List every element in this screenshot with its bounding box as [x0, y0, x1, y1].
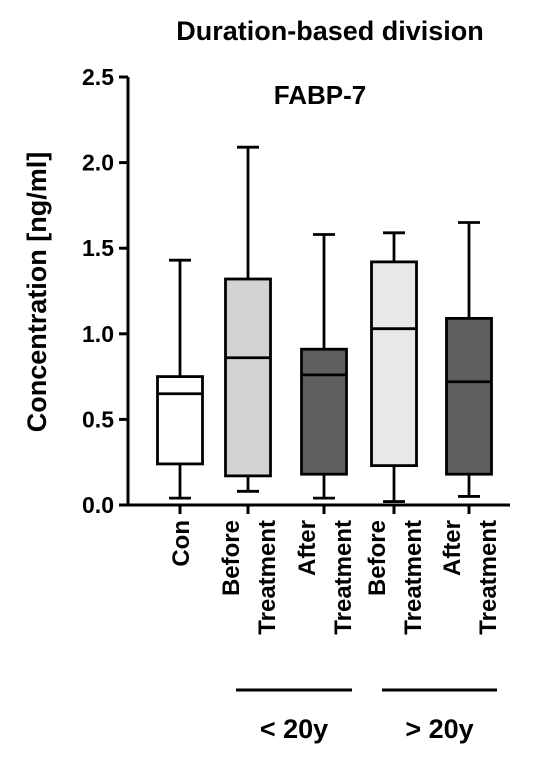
y-tick-label: 2.0 — [82, 150, 114, 176]
group-label: < 20y — [260, 714, 328, 744]
x-tick-label: Before — [218, 520, 245, 596]
x-tick-label: Treatment — [400, 520, 427, 635]
x-tick-label: Treatment — [254, 520, 281, 635]
x-tick-label: Treatment — [330, 520, 357, 635]
y-tick-label: 0.5 — [82, 406, 114, 432]
x-tick-label: Con — [168, 520, 195, 567]
group-label: > 20y — [405, 714, 473, 744]
y-tick-label: 1.0 — [82, 321, 114, 347]
chart-subtitle: FABP-7 — [274, 80, 366, 110]
x-tick-label: After — [294, 520, 321, 576]
y-tick-label: 2.5 — [82, 64, 114, 90]
y-axis-label: Concentration [ng/ml] — [22, 152, 52, 432]
box — [156, 375, 204, 466]
plot-area: 0.0 0.5 1.0 1.5 2.0 2.5 Con Before Treatment Afte… — [82, 64, 510, 744]
y-tick-label: 1.5 — [82, 235, 114, 261]
chart-title: Duration-based division — [176, 16, 484, 46]
x-tick-label: After — [439, 520, 466, 576]
box — [445, 316, 493, 476]
x-tick-label: Before — [364, 520, 391, 596]
box — [300, 347, 348, 476]
y-tick-label: 0.0 — [82, 492, 114, 518]
box — [370, 260, 418, 468]
x-tick-label: Treatment — [475, 520, 502, 635]
box — [224, 277, 272, 478]
